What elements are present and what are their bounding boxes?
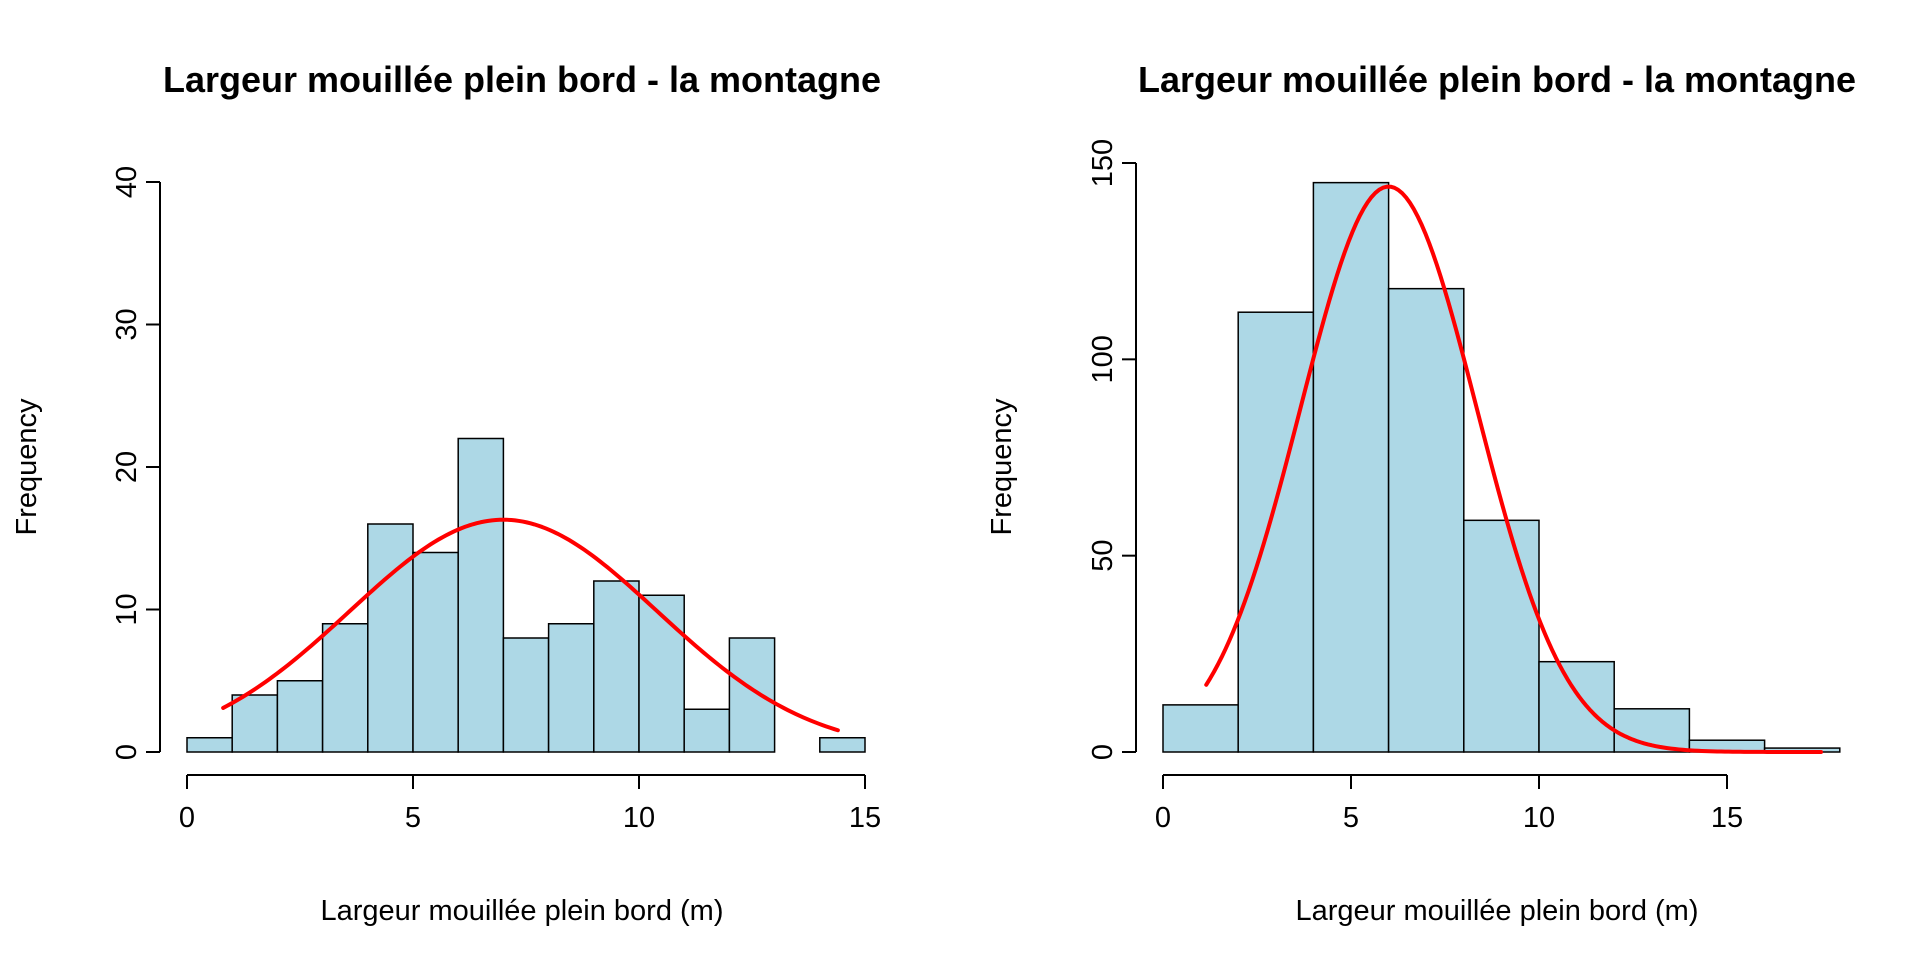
y-axis-label: Frequency	[986, 398, 1018, 536]
histogram-bar	[321, 623, 369, 753]
y-tick-label: 10	[111, 593, 143, 625]
histogram-bar	[231, 694, 279, 753]
histogram-right: Largeur mouillée plein bord - la montagn…	[986, 59, 1856, 927]
y-axis: 0 10 20 30 40	[111, 166, 161, 760]
x-tick-label: 5	[1343, 802, 1359, 834]
histogram-bar	[1237, 311, 1315, 753]
histogram-bar	[276, 680, 324, 753]
histogram-bar	[638, 594, 685, 753]
y-tick-label: 0	[1087, 744, 1119, 760]
histogram-bar	[1312, 181, 1390, 753]
histogram-bar	[457, 437, 505, 753]
bars	[186, 437, 866, 753]
histogram-bar	[683, 708, 731, 753]
normal-curve	[1204, 184, 1823, 754]
y-tick-label: 0	[111, 744, 143, 760]
normal-curve	[221, 517, 840, 733]
histogram-bar	[728, 637, 776, 753]
histogram-bar	[819, 737, 866, 753]
x-tick-label: 15	[849, 802, 881, 834]
x-tick-label: 0	[1155, 802, 1171, 834]
histogram-bar	[412, 551, 459, 753]
normal-curve-layer	[1204, 184, 1823, 754]
x-axis-label: Largeur mouillée plein bord (m)	[1296, 895, 1699, 927]
histogram-bar	[547, 623, 595, 753]
histogram-bar	[1162, 704, 1239, 753]
y-axis: 0 50 100 150	[1087, 139, 1137, 760]
x-axis-label: Largeur mouillée plein bord (m)	[321, 895, 724, 927]
y-tick-label: 100	[1087, 335, 1119, 383]
y-axis-label: Frequency	[11, 398, 43, 536]
x-axis: 0 5 10 15	[179, 774, 881, 834]
histogram-bar	[186, 737, 233, 753]
histogram-left: Largeur mouillée plein bord - la montagn…	[11, 59, 881, 927]
histogram-bar	[1538, 660, 1615, 753]
bars	[1162, 181, 1841, 753]
y-tick-label: 20	[111, 451, 143, 483]
x-axis: 0 5 10 15	[1155, 774, 1743, 834]
y-tick-label: 40	[111, 166, 143, 198]
x-tick-label: 15	[1711, 802, 1743, 834]
x-tick-label: 10	[1523, 802, 1555, 834]
histogram-bar	[1387, 287, 1465, 753]
x-tick-label: 10	[623, 802, 655, 834]
x-tick-label: 0	[179, 802, 195, 834]
normal-curve-layer	[221, 517, 840, 733]
y-tick-label: 150	[1087, 139, 1119, 187]
y-tick-label: 30	[111, 308, 143, 340]
chart-title: Largeur mouillée plein bord - la montagn…	[1138, 59, 1856, 100]
histogram-bar	[367, 523, 414, 753]
y-tick-label: 50	[1087, 540, 1119, 572]
histogram-bar	[1463, 519, 1540, 753]
x-tick-label: 5	[405, 802, 421, 834]
histogram-bar	[502, 637, 550, 753]
histogram-bar	[593, 580, 640, 753]
chart-title: Largeur mouillée plein bord - la montagn…	[163, 59, 881, 100]
